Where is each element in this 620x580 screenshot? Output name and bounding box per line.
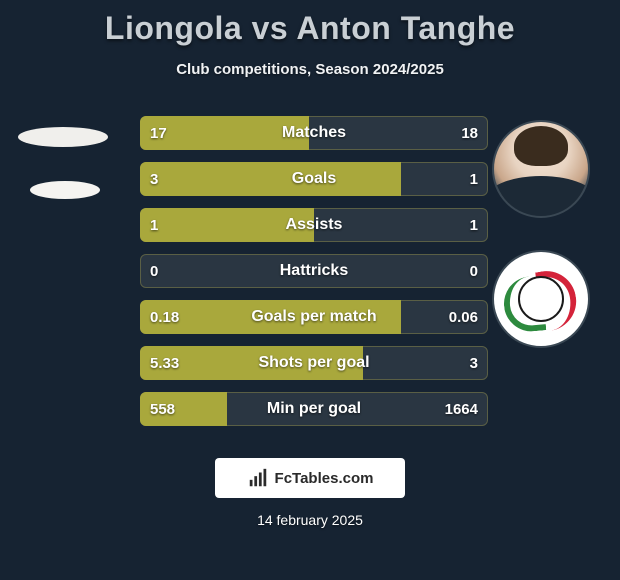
stat-label: Goals per match [140,300,488,334]
stat-row: 11Assists [0,202,620,248]
stats-table: 1718Matches 31Goals 11Assists 00Hattricks 0.… [0,110,620,432]
page-subtitle: Club competitions, Season 2024/2025 [0,61,620,78]
stat-right-col [490,156,620,202]
stat-right-col [490,202,620,248]
stat-row: 31Goals [0,156,620,202]
stat-bar: 00Hattricks [140,254,488,288]
date-label: 14 february 2025 [0,512,620,528]
stat-label: Assists [140,208,488,242]
stat-left-col [0,156,140,202]
stat-bar: 1718Matches [140,116,488,150]
stat-label: Matches [140,116,488,150]
stat-left-col [0,294,140,340]
stat-label: Hattricks [140,254,488,288]
stat-label: Min per goal [140,392,488,426]
stat-left-col [0,248,140,294]
stat-right-col [490,294,620,340]
stat-row: 0.180.06Goals per match [0,294,620,340]
stat-right-col [490,386,620,432]
stat-right-col [490,340,620,386]
page-title: Liongola vs Anton Tanghe [0,0,620,47]
stat-bar: 5.333Shots per goal [140,346,488,380]
stat-left-col [0,202,140,248]
stat-row: 5581664Min per goal [0,386,620,432]
stat-right-col [490,248,620,294]
brand-box: FcTables.com [215,458,405,498]
stat-row: 1718Matches [0,110,620,156]
stat-right-col [490,110,620,156]
brand-label: FcTables.com [275,470,374,487]
stat-bar: 5581664Min per goal [140,392,488,426]
stat-left-col [0,110,140,156]
stat-label: Shots per goal [140,346,488,380]
stat-left-col [0,386,140,432]
stat-label: Goals [140,162,488,196]
brand-chart-icon [247,467,269,489]
stat-left-col [0,340,140,386]
stat-row: 5.333Shots per goal [0,340,620,386]
stat-row: 00Hattricks [0,248,620,294]
stat-bar: 11Assists [140,208,488,242]
stat-bar: 0.180.06Goals per match [140,300,488,334]
stat-bar: 31Goals [140,162,488,196]
